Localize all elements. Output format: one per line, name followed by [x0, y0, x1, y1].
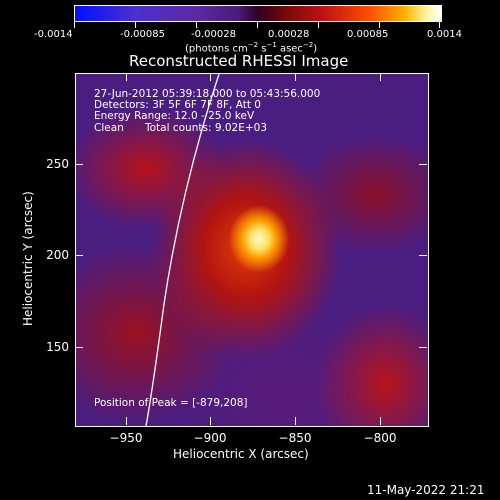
- colorbar-tick-label: -0.00028: [191, 29, 236, 40]
- y-tick-label: 150: [46, 340, 69, 354]
- annotation-detectors: Detectors: 3F 5F 6F 7F 8F, Att 0: [94, 99, 261, 111]
- colorbar-tick-label: -0.00085: [120, 29, 165, 40]
- footer-timestamp: 11-May-2022 21:21: [367, 483, 485, 497]
- colorbar: [74, 5, 442, 22]
- x-tick-label: −800: [363, 431, 397, 445]
- y-tick-label: 250: [46, 157, 69, 171]
- colorbar-tick-label: 0.00028: [268, 29, 310, 40]
- limb-curve: [145, 74, 220, 426]
- y-tick-label: 200: [46, 248, 69, 262]
- image-area: [75, 73, 429, 427]
- annotation-energy: Energy Range: 12.0 - 25.0 keV: [94, 110, 255, 122]
- colorbar-tick-label: 0.0014: [427, 29, 462, 40]
- x-tick-label: −850: [278, 431, 312, 445]
- colorbar-tick-label: 0.00085: [347, 29, 389, 40]
- colorbar-ticks: [74, 22, 440, 28]
- x-tick-label: −950: [109, 431, 143, 445]
- solar-emission: [76, 74, 428, 426]
- x-axis-label: Heliocentric X (arcsec): [173, 447, 309, 461]
- colorbar-units: (photons cm−2 s−1 asec−2): [185, 41, 318, 55]
- x-tick-label: −900: [193, 431, 227, 445]
- annotation-clean: Clean: [94, 122, 124, 134]
- y-axis-label: Heliocentric Y (arcsec): [21, 191, 35, 326]
- plot-title: Reconstructed RHESSI Image: [129, 52, 349, 70]
- annotation-time: 27-Jun-2012 05:39:18.000 to 05:43:56.000: [94, 88, 321, 100]
- annotation-peak: Position of Peak = [-879,208]: [94, 397, 248, 409]
- colorbar-tick-label: -0.0014: [34, 29, 73, 40]
- annotation-counts: Total counts: 9.02E+03: [145, 122, 268, 134]
